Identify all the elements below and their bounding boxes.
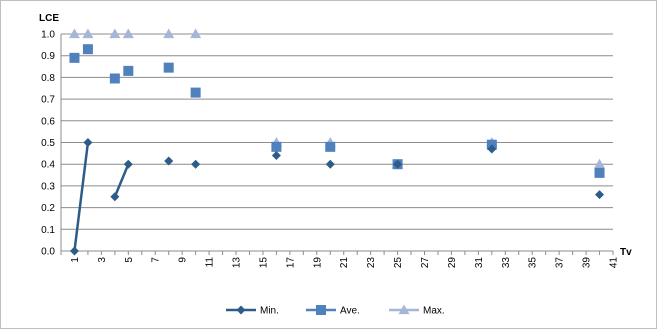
y-tick-label: 0.1 xyxy=(41,225,55,236)
point-min xyxy=(271,151,281,161)
point-min xyxy=(164,156,174,166)
y-tick-labels: 0.0 0.1 0.2 0.3 0.4 0.5 0.6 0.7 0.8 0.9 1.0 xyxy=(41,30,55,258)
point-max xyxy=(122,28,134,39)
legend-marker-min xyxy=(236,305,246,315)
x-tick-label: 25 xyxy=(393,257,404,269)
gridlines xyxy=(61,33,613,230)
point-max xyxy=(82,28,94,39)
point-ave xyxy=(325,141,336,152)
point-ave xyxy=(123,65,134,76)
point-min xyxy=(83,138,93,147)
x-axis-label: Tv xyxy=(620,247,632,258)
y-tick-label: 1.0 xyxy=(41,30,55,41)
y-tick-label: 0.2 xyxy=(41,203,55,214)
x-tick-label: 21 xyxy=(339,257,350,269)
y-tick-label: 0.9 xyxy=(41,51,55,62)
point-min xyxy=(110,192,120,202)
y-tick-label: 0.0 xyxy=(41,247,55,258)
point-max xyxy=(68,28,80,39)
axes xyxy=(60,34,614,255)
point-ave xyxy=(271,141,282,152)
x-tick-label: 19 xyxy=(312,257,323,269)
data-points xyxy=(68,28,606,256)
x-tick-labels: 1 3 5 7 9 11 13 15 17 19 21 23 25 27 29 31 33 35 37 39 41 xyxy=(70,257,620,269)
point-min xyxy=(191,159,201,169)
legend-label-max: Max. xyxy=(423,306,445,317)
point-min xyxy=(325,159,335,169)
x-tick-label: 17 xyxy=(285,257,296,269)
point-ave xyxy=(69,52,80,63)
x-tick-label: 37 xyxy=(555,257,566,269)
y-tick-label: 0.6 xyxy=(41,116,55,127)
point-min xyxy=(487,144,497,154)
x-tick-label: 41 xyxy=(609,257,620,269)
x-tick-label: 11 xyxy=(205,257,216,268)
point-ave xyxy=(82,44,93,55)
legend-marker-ave xyxy=(316,305,326,315)
point-ave xyxy=(594,167,605,178)
point-max xyxy=(109,28,121,39)
legend: Min. Ave. Max. xyxy=(226,304,445,317)
point-min xyxy=(393,159,403,169)
series-line-min xyxy=(73,142,90,252)
y-tick-label: 0.5 xyxy=(41,138,55,149)
point-max xyxy=(594,158,606,169)
x-tick-label: 3 xyxy=(97,257,108,263)
y-tick-label: 0.8 xyxy=(41,73,55,84)
point-min xyxy=(123,159,133,169)
x-tick-label: 23 xyxy=(366,257,377,269)
x-tick-label: 5 xyxy=(124,257,135,263)
x-tick-label: 7 xyxy=(151,257,162,263)
x-tick-label: 39 xyxy=(582,257,593,269)
series-lines xyxy=(73,142,130,252)
x-tick-label: 35 xyxy=(528,257,539,269)
legend-marker-max xyxy=(398,304,410,315)
point-min xyxy=(69,246,79,256)
x-tick-label: 33 xyxy=(501,257,512,269)
x-tick-label: 9 xyxy=(178,257,189,263)
x-tick-label: 1 xyxy=(70,257,81,263)
x-tick-label: 27 xyxy=(420,257,431,269)
legend-label-ave: Ave. xyxy=(340,306,360,317)
point-max xyxy=(163,28,175,39)
x-tick-label: 29 xyxy=(447,257,458,269)
x-tick-label: 15 xyxy=(258,257,269,269)
legend-label-min: Min. xyxy=(260,306,279,317)
point-max xyxy=(190,28,202,39)
y-axis-label: LCE xyxy=(39,13,59,24)
point-ave xyxy=(109,73,120,84)
x-tick-label: 13 xyxy=(232,257,243,269)
point-ave xyxy=(190,87,201,98)
y-tick-label: 0.4 xyxy=(41,160,55,171)
point-ave xyxy=(163,62,174,73)
y-tick-label: 0.3 xyxy=(41,181,55,192)
series-line-min xyxy=(113,163,130,198)
x-tick-label: 31 xyxy=(474,257,485,269)
point-min xyxy=(595,190,605,200)
y-tick-label: 0.7 xyxy=(41,95,55,106)
